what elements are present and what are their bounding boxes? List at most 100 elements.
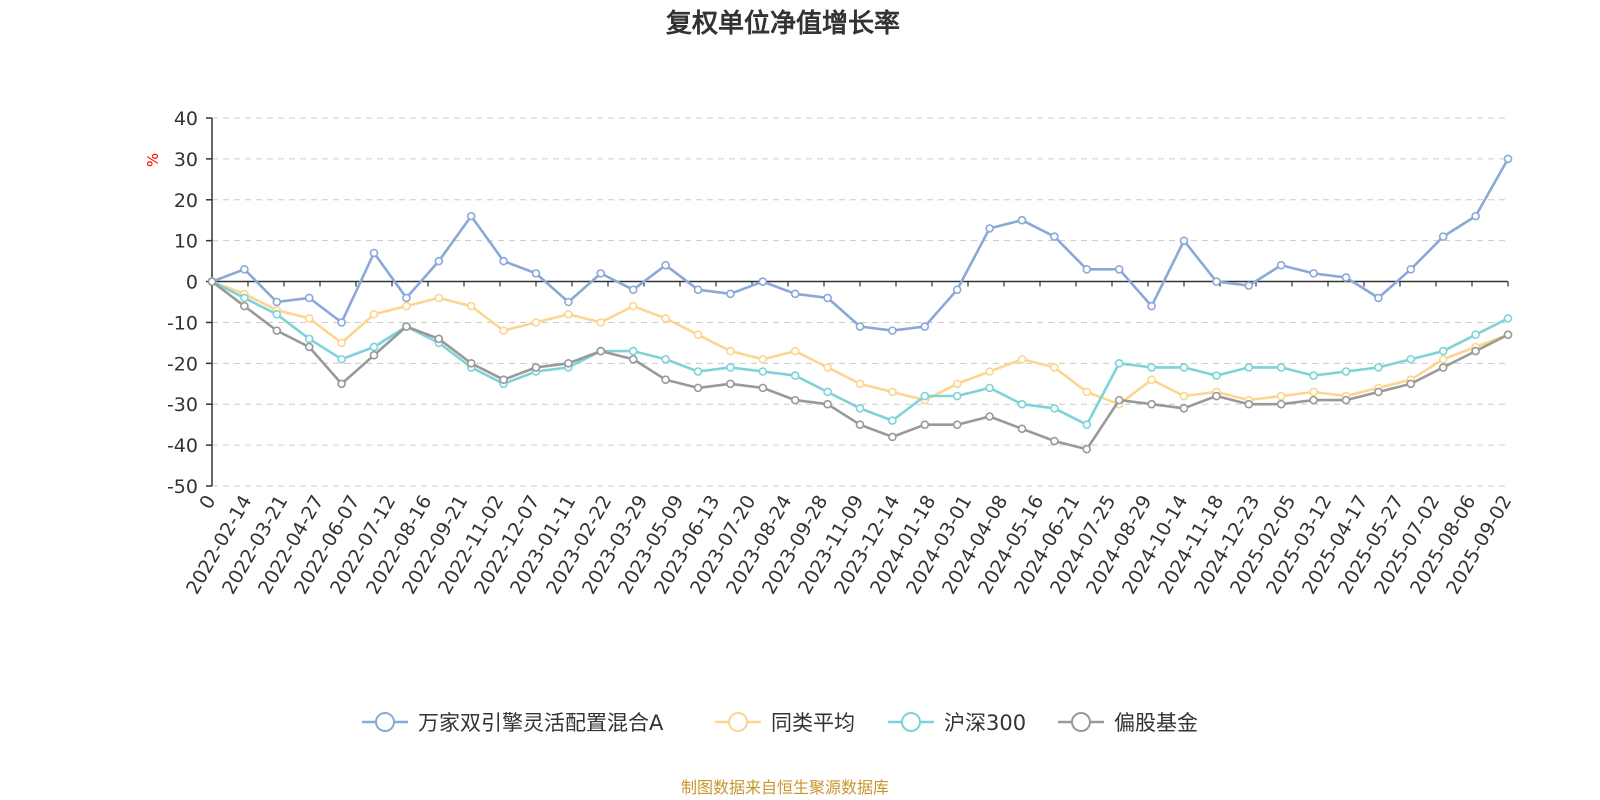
series-point: [823, 399, 832, 409]
legend-label: 同类平均: [771, 711, 855, 735]
series-point: [272, 309, 282, 319]
series-point: [240, 293, 249, 303]
series-point: [369, 309, 379, 319]
legend-item[interactable]: 万家双引擎灵活配置混合A: [362, 711, 664, 735]
series-point: [369, 342, 379, 352]
series-point: [855, 322, 865, 331]
legend-marker: [728, 712, 748, 732]
series-point: [402, 301, 411, 311]
source-note: 制图数据来自恒生聚源数据库: [681, 778, 889, 797]
series-point: [1114, 264, 1124, 274]
series-point: [434, 256, 444, 266]
series-point: [1341, 367, 1351, 376]
series-point: [1082, 420, 1092, 429]
series-point: [1471, 346, 1480, 356]
series-point: [466, 211, 476, 221]
series-point: [596, 346, 606, 356]
series-point: [1179, 236, 1189, 245]
series-point: [726, 363, 735, 372]
legend-label: 偏股基金: [1114, 711, 1198, 735]
series-point: [499, 375, 508, 384]
series-point: [758, 367, 768, 376]
series-point: [402, 322, 411, 331]
y-tick-label: -20: [167, 353, 198, 375]
series-point: [985, 367, 994, 376]
series-point: [1017, 354, 1027, 364]
series-point: [369, 248, 379, 258]
series-point: [985, 383, 994, 393]
series-point: [693, 285, 703, 295]
series-point: [1276, 399, 1286, 409]
series-point: [1438, 346, 1448, 356]
series-point: [790, 371, 800, 380]
series-point: [920, 420, 930, 429]
series-point: [1017, 215, 1027, 225]
series-point: [1147, 301, 1156, 311]
series-point: [661, 354, 670, 364]
series-point: [1244, 363, 1254, 372]
series-point: [1050, 232, 1059, 241]
series-point: [628, 285, 638, 295]
y-tick-label: -50: [167, 476, 198, 498]
series-point: [207, 277, 217, 286]
legend-label: 沪深300: [944, 711, 1026, 735]
series-point: [1114, 359, 1124, 368]
y-axis-unit: %: [144, 153, 162, 167]
series-point: [628, 301, 638, 311]
series-point: [920, 391, 930, 401]
legend[interactable]: 万家双引擎灵活配置混合A 同类平均 沪深300 偏股基金: [362, 711, 1198, 735]
series-point: [790, 395, 800, 405]
y-tick-label: 20: [174, 190, 198, 212]
series-point: [1406, 354, 1416, 364]
series-point: [1017, 399, 1027, 409]
series-point: [888, 387, 897, 397]
series-point: [1503, 330, 1513, 340]
series-point: [1276, 260, 1286, 270]
series-point: [985, 224, 994, 233]
y-tick-label: 40: [174, 108, 198, 130]
chart-title: 复权单位净值增长率: [666, 8, 900, 39]
series-point: [726, 346, 735, 356]
series-point: [434, 293, 444, 303]
x-tick-label: 0: [195, 492, 220, 513]
series-point: [1309, 371, 1318, 380]
series-point: [1147, 399, 1156, 409]
series-point: [661, 314, 670, 323]
series-point: [1406, 379, 1416, 389]
series-point: [1471, 211, 1480, 221]
legend-item[interactable]: 偏股基金: [1058, 711, 1198, 735]
series-point: [1438, 363, 1448, 372]
series-point: [499, 326, 508, 335]
series-point: [337, 379, 346, 389]
series-point: [240, 301, 249, 311]
series-point: [1471, 330, 1480, 340]
legend-label: 万家双引擎灵活配置混合A: [418, 711, 664, 735]
series-point: [693, 383, 703, 393]
series-point: [304, 314, 314, 323]
series-point: [888, 326, 897, 335]
series-point: [1438, 354, 1448, 364]
series-point: [952, 379, 962, 389]
series-point: [823, 363, 832, 372]
series-point: [1244, 399, 1254, 409]
series-point: [1309, 395, 1318, 405]
series-point: [466, 359, 476, 368]
series-point: [1114, 395, 1124, 405]
series-point: [1341, 395, 1351, 405]
series-point: [1212, 371, 1221, 380]
series-point: [1374, 387, 1383, 397]
series-point: [855, 420, 865, 429]
y-tick-label: -40: [167, 435, 198, 457]
series-point: [1438, 232, 1448, 241]
legend-item[interactable]: 沪深300: [888, 711, 1026, 735]
series-point: [628, 346, 638, 356]
series-point: [1212, 391, 1221, 401]
series-point: [240, 264, 249, 274]
series-point: [304, 334, 314, 344]
series-point: [596, 269, 606, 278]
legend-item[interactable]: 同类平均: [715, 711, 855, 735]
legend-marker: [375, 712, 395, 732]
series-point: [1212, 277, 1221, 286]
series-point: [466, 301, 476, 311]
